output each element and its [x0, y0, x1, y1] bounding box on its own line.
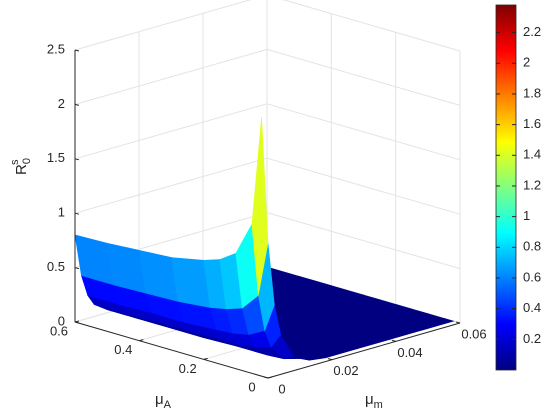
y-tick-label: 0.2: [179, 361, 197, 376]
surface-patch: [251, 117, 269, 296]
y-axis-label: μA: [155, 391, 172, 411]
colorbar-tick-label: 1.8: [523, 85, 541, 100]
colorbar-tick-label: 1.6: [523, 116, 541, 131]
grid-line: [74, 48, 268, 105]
y-tick-label: 0.6: [50, 323, 68, 338]
grid-line: [266, 48, 461, 106]
x-axis-label: μm: [365, 391, 383, 411]
colorbar-tick-label: 2.2: [523, 24, 541, 39]
z-tick-label: 0: [58, 313, 65, 328]
tick-mark: [74, 103, 80, 106]
x-tick-label: 0.04: [397, 345, 422, 360]
axis-line: [74, 321, 269, 379]
grid-line: [74, 0, 252, 51]
z-tick-label: 1.5: [47, 150, 65, 165]
z-axis-label: R0s: [9, 158, 33, 175]
colorbar-tick-label: 0.2: [523, 331, 541, 346]
grid-line: [266, 103, 461, 161]
grid-line: [74, 103, 268, 160]
colorbar-tick-label: 0.6: [523, 269, 541, 284]
colorbar-tick-label: 1.4: [523, 147, 541, 162]
tick-mark: [74, 49, 80, 52]
grid-line: [266, 157, 461, 215]
x-tick-label: 0.02: [333, 363, 358, 378]
axis-line: [267, 322, 461, 379]
x-tick-label: 0.06: [461, 326, 486, 341]
grid-line: [74, 157, 268, 214]
colorbar-tick-label: 0.8: [523, 239, 541, 254]
grid-line: [282, 0, 461, 52]
colorbar-tick-label: 2: [523, 55, 530, 70]
z-tick-label: 2: [58, 96, 65, 111]
z-tick-label: 2.5: [47, 41, 65, 56]
tick-mark: [74, 212, 80, 215]
colorbar: [495, 4, 517, 371]
y-tick-label: 0.4: [114, 342, 132, 357]
surface-patch: [74, 234, 114, 286]
x-tick-label: 0: [278, 381, 285, 396]
colorbar-tick-label: 1: [523, 208, 530, 223]
colorbar-tick-label: 1.2: [523, 177, 541, 192]
z-tick-label: 1: [58, 205, 65, 220]
tick-mark: [74, 158, 80, 161]
z-tick-label: 0.5: [47, 259, 65, 274]
y-tick-label: 0: [248, 379, 255, 394]
colorbar-tick-label: 0.4: [523, 300, 541, 315]
grid-line: [266, 212, 461, 270]
tick-mark: [74, 267, 80, 270]
